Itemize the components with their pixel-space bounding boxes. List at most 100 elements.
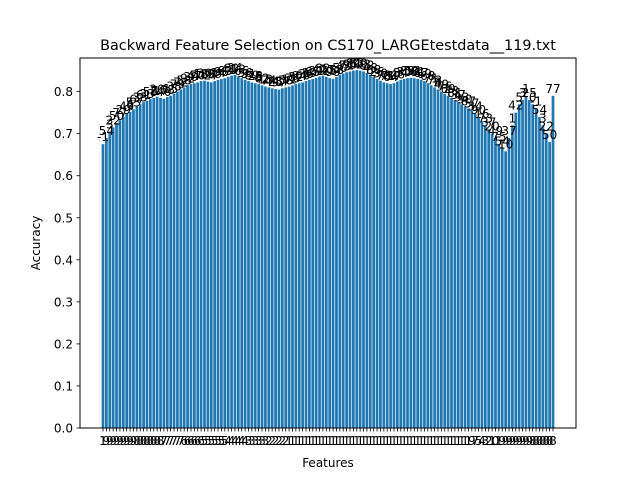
x-tick-label: 1 <box>363 434 371 448</box>
x-tick-label: 1 <box>404 434 412 448</box>
x-tick-label: 9 <box>512 434 520 448</box>
bar-label: 46 <box>390 68 405 82</box>
bar <box>335 76 338 429</box>
bar <box>423 81 426 429</box>
x-tick-label: 8 <box>140 434 148 448</box>
x-tick-label: 2 <box>272 434 280 448</box>
bar-label: 58 <box>329 63 344 77</box>
x-tick-label: 8 <box>147 434 155 448</box>
x-tick-label: 4 <box>228 434 236 448</box>
bar <box>308 79 311 429</box>
bar <box>500 148 504 428</box>
bar <box>487 129 491 429</box>
bar <box>274 89 277 429</box>
x-tick-label: 1 <box>360 434 368 448</box>
bar-label: 67 <box>413 66 428 80</box>
x-tick-label: 4 <box>235 434 243 448</box>
bar <box>389 84 392 428</box>
bar-label: 54 <box>532 103 547 117</box>
bar-label: 75 <box>491 130 506 144</box>
x-tick-label: 8 <box>549 434 557 448</box>
x-tick-label: 9 <box>106 434 114 448</box>
bar <box>159 97 162 428</box>
bar-label: 47 <box>187 69 202 83</box>
chart-title: Backward Feature Selection on CS170_LARG… <box>100 38 556 54</box>
x-tick-label: 1 <box>326 434 334 448</box>
x-tick-label: 1 <box>431 434 439 448</box>
bar <box>209 82 213 428</box>
bar <box>409 77 413 428</box>
x-tick-label: 9 <box>119 434 127 448</box>
x-tick-label: 1 <box>438 434 446 448</box>
bar-label: 82 <box>359 59 374 73</box>
bar-label: 79 <box>170 78 185 92</box>
bar-label: 34 <box>393 66 408 80</box>
bar-label: 83 <box>349 56 364 70</box>
bar-label: 50 <box>403 64 418 78</box>
bar-label: 30 <box>373 67 388 81</box>
x-tick-label: 9 <box>468 434 476 448</box>
bar-label: 14 <box>210 66 225 80</box>
bar-label: 99 <box>325 65 340 79</box>
x-tick-label: 1 <box>295 434 303 448</box>
bar-label: 42 <box>508 99 523 113</box>
bar <box>196 82 200 428</box>
x-tick-label: 7 <box>163 434 171 448</box>
bar <box>260 85 264 428</box>
x-tick-label: 1 <box>353 434 361 448</box>
bar-label: 27 <box>204 68 219 82</box>
bar-label: 95 <box>342 57 357 71</box>
bar-label: 44 <box>265 74 280 88</box>
x-tick-label: 6 <box>191 434 199 448</box>
bar <box>531 104 535 428</box>
x-tick-label: 8 <box>143 434 151 448</box>
bar-label: 68 <box>420 69 435 83</box>
bar <box>385 83 389 428</box>
x-tick-label: 9 <box>509 434 517 448</box>
bar <box>277 89 281 428</box>
bar-label: 57 <box>386 69 401 83</box>
bar <box>172 93 176 429</box>
bar-label: 64 <box>383 70 398 84</box>
x-tick-label: 1 <box>285 434 293 448</box>
y-tick-label: 0.7 <box>54 127 73 141</box>
bar-label: 55 <box>143 85 158 99</box>
bar-label: 56 <box>237 66 252 80</box>
x-tick-label: 4 <box>478 434 486 448</box>
x-tick-label: 1 <box>302 434 310 448</box>
bar <box>341 73 345 428</box>
x-tick-label: 7 <box>170 434 178 448</box>
x-tick-label: 1 <box>458 434 466 448</box>
x-tick-label: 1 <box>380 434 388 448</box>
x-tick-label: 1 <box>387 434 395 448</box>
bar <box>213 81 217 429</box>
x-tick-label: 7 <box>177 434 185 448</box>
x-tick-label: 3 <box>262 434 270 448</box>
x-tick-label: 8 <box>133 434 141 448</box>
bar-label: -1 <box>530 94 542 108</box>
bar <box>517 104 521 428</box>
bar-label: 16 <box>322 64 337 78</box>
bar <box>328 78 332 429</box>
bar-label: 92 <box>180 71 195 85</box>
bar-label: 34 <box>468 100 483 114</box>
x-tick-label: 5 <box>207 434 215 448</box>
bar-label: 42 <box>312 63 327 77</box>
x-tick-label: 1 <box>333 434 341 448</box>
bar <box>226 76 230 429</box>
bar <box>132 109 135 429</box>
bar <box>247 81 250 429</box>
x-tick-label: 1 <box>370 434 378 448</box>
bar-label: 62 <box>254 71 269 85</box>
bar <box>230 75 233 428</box>
x-tick-label: 9 <box>116 434 124 448</box>
bar <box>551 95 555 428</box>
x-tick-label: 1 <box>329 434 337 448</box>
bar-label: 15 <box>163 82 178 96</box>
bar <box>426 83 430 428</box>
bar-label: 37 <box>501 124 516 138</box>
bar <box>497 144 501 428</box>
bar <box>399 79 403 429</box>
x-tick-label: 1 <box>400 434 408 448</box>
bar-label: 61 <box>410 65 425 79</box>
